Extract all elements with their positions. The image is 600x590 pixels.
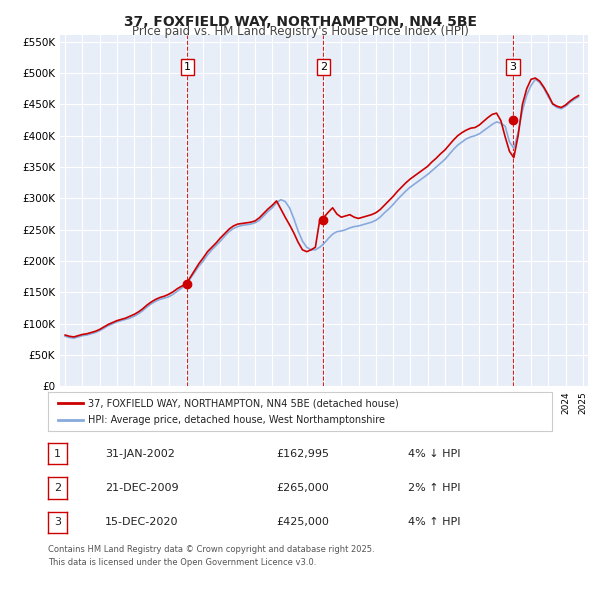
Text: £162,995: £162,995 xyxy=(276,449,329,458)
Text: 4% ↓ HPI: 4% ↓ HPI xyxy=(408,449,461,458)
Text: £265,000: £265,000 xyxy=(276,483,329,493)
Text: 1: 1 xyxy=(184,62,191,72)
Text: Price paid vs. HM Land Registry's House Price Index (HPI): Price paid vs. HM Land Registry's House … xyxy=(131,25,469,38)
Text: 15-DEC-2020: 15-DEC-2020 xyxy=(105,517,179,527)
Text: HPI: Average price, detached house, West Northamptonshire: HPI: Average price, detached house, West… xyxy=(88,415,385,425)
Text: 37, FOXFIELD WAY, NORTHAMPTON, NN4 5BE (detached house): 37, FOXFIELD WAY, NORTHAMPTON, NN4 5BE (… xyxy=(88,398,399,408)
Text: 21-DEC-2009: 21-DEC-2009 xyxy=(105,483,179,493)
Text: 4% ↑ HPI: 4% ↑ HPI xyxy=(408,517,461,527)
Text: 37, FOXFIELD WAY, NORTHAMPTON, NN4 5BE: 37, FOXFIELD WAY, NORTHAMPTON, NN4 5BE xyxy=(124,15,476,29)
Text: 31-JAN-2002: 31-JAN-2002 xyxy=(105,449,175,458)
Text: 1: 1 xyxy=(54,449,61,458)
Text: 3: 3 xyxy=(54,517,61,527)
Text: This data is licensed under the Open Government Licence v3.0.: This data is licensed under the Open Gov… xyxy=(48,558,316,567)
Text: 2: 2 xyxy=(54,483,61,493)
Text: 2: 2 xyxy=(320,62,327,72)
Text: £425,000: £425,000 xyxy=(276,517,329,527)
Text: 2% ↑ HPI: 2% ↑ HPI xyxy=(408,483,461,493)
Text: Contains HM Land Registry data © Crown copyright and database right 2025.: Contains HM Land Registry data © Crown c… xyxy=(48,545,374,554)
Text: 3: 3 xyxy=(509,62,517,72)
